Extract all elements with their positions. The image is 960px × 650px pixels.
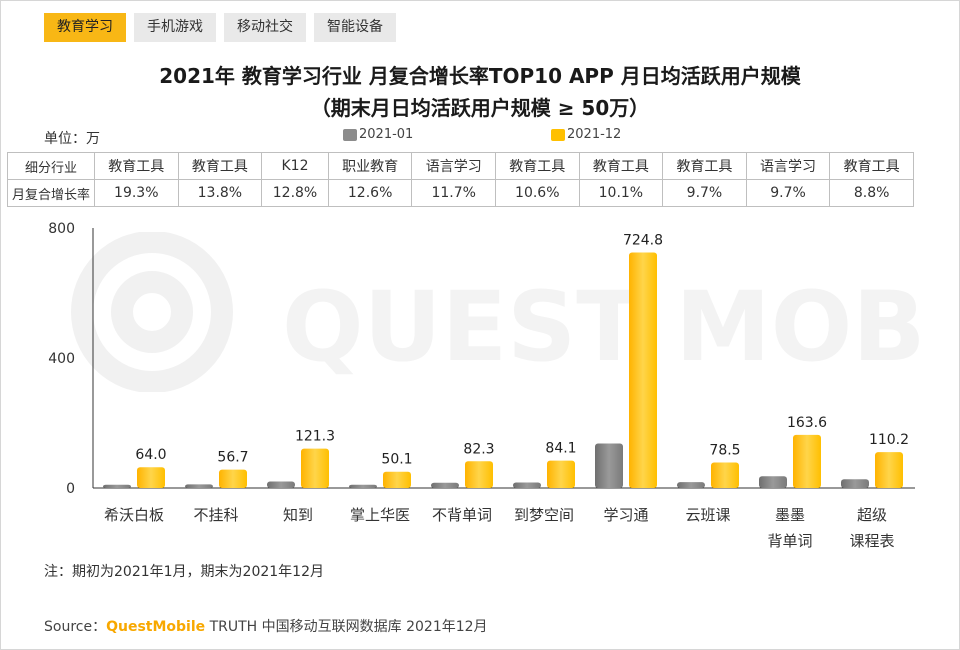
bar-2021-12 (137, 467, 165, 488)
table-cell: 教育工具 (94, 152, 179, 180)
bar-2021-01 (677, 482, 705, 488)
table-cell: K12 (261, 152, 329, 180)
legend-label: 2021-01 (359, 127, 414, 142)
bar-chart: 0 400 800 64.0 希沃白板 56.7 不挂科 121.3 知到 50.1 掌上华医 82.… (48, 221, 915, 550)
table-cell: 9.7% (662, 179, 747, 207)
bar-2021-01 (349, 484, 377, 488)
growth-table: 细分行业 教育工具 教育工具 K12 职业教育 语言学习 教育工具 教育工具 教… (7, 152, 914, 207)
chart-title: 2021年 教育学习行业 月复合增长率TOP10 APP 月日均活跃用户规模 (159, 64, 801, 88)
bar-2021-01 (513, 482, 541, 488)
data-label: 64.0 (135, 447, 166, 463)
data-label: 163.6 (787, 415, 827, 431)
footnote: 注：期初为2021年1月，期末为2021年12月 (44, 564, 324, 580)
bar-2021-12 (219, 469, 247, 488)
table-cell: 12.6% (327, 179, 413, 207)
table-cell: 12.8% (261, 179, 329, 207)
bar-2021-01 (267, 481, 295, 488)
table-cell: 13.8% (177, 179, 263, 207)
bar-2021-01 (431, 482, 459, 488)
x-tick-label: 学习通 (603, 506, 648, 524)
row-header-growth: 月复合增长率 (7, 179, 95, 207)
bar-2021-12 (711, 462, 739, 488)
bar-2021-12 (465, 461, 493, 488)
bar-2021-12 (793, 434, 821, 488)
legend-label: 2021-12 (567, 127, 622, 142)
legend-item-2021-01: 2021-01 (343, 127, 413, 142)
bar-2021-01 (185, 484, 213, 488)
x-tick-label: 墨墨 (775, 506, 805, 524)
table-cell: 9.7% (745, 179, 831, 207)
table-cell: 教育工具 (662, 152, 747, 180)
unit-label: 单位：万 (44, 131, 100, 147)
data-label: 724.8 (623, 232, 663, 248)
x-tick-label: 云班课 (685, 506, 730, 524)
x-tick-label: 希沃白板 (104, 506, 164, 524)
bar-2021-01 (103, 484, 131, 488)
tab-mobile-social[interactable]: 移动社交 (224, 13, 306, 42)
bar-2021-01 (841, 479, 869, 488)
bar-2021-12 (301, 448, 329, 488)
x-tick-label: 知到 (283, 506, 313, 524)
table-cell: 教育工具 (177, 152, 263, 180)
table-cell: 教育工具 (829, 152, 914, 180)
legend-swatch-yellow (551, 128, 565, 141)
y-tick-label: 0 (66, 481, 75, 497)
source-line: Source：QuestMobile TRUTH 中国移动互联网数据库 2021… (44, 616, 488, 636)
tab-education[interactable]: 教育学习 (44, 13, 126, 42)
table-cell: 语言学习 (411, 152, 496, 180)
source-brand: QuestMobile (106, 619, 206, 635)
data-label: 50.1 (381, 452, 412, 468)
bar-2021-12 (383, 471, 411, 488)
source-text: TRUTH 中国移动互联网数据库 2021年12月 (205, 619, 488, 635)
table-cell: 11.7% (411, 179, 496, 207)
row-header-industry: 细分行业 (7, 152, 95, 180)
category-tabs: 教育学习 手机游戏 移动社交 智能设备 (44, 13, 396, 42)
bar-2021-12 (547, 460, 575, 488)
table-row-industry: 细分行业 教育工具 教育工具 K12 职业教育 语言学习 教育工具 教育工具 教… (7, 152, 914, 180)
table-cell: 职业教育 (327, 152, 413, 180)
tab-smart-devices[interactable]: 智能设备 (314, 13, 396, 42)
table-cell: 10.6% (495, 179, 580, 207)
bar-2021-01 (759, 476, 787, 488)
data-label: 78.5 (709, 442, 740, 458)
y-tick-label: 400 (48, 351, 75, 367)
bar-2021-12 (875, 452, 903, 488)
x-tick-label: 到梦空间 (514, 506, 574, 524)
y-tick-label: 800 (48, 221, 75, 237)
table-cell: 教育工具 (495, 152, 580, 180)
source-prefix: Source： (44, 619, 107, 635)
data-label: 110.2 (869, 432, 909, 448)
legend-swatch-gray (343, 128, 357, 141)
tab-mobile-games[interactable]: 手机游戏 (134, 13, 216, 42)
x-tick-label: 课程表 (849, 532, 894, 550)
bar-2021-12 (629, 252, 657, 488)
x-tick-label: 掌上华医 (350, 506, 410, 524)
data-label: 56.7 (217, 450, 248, 466)
table-row-growth: 月复合增长率 19.3% 13.8% 12.8% 12.6% 11.7% 10.… (7, 179, 914, 207)
table-cell: 语言学习 (745, 152, 831, 180)
table-cell: 19.3% (94, 179, 179, 207)
chart-subtitle: （期末月日均活跃用户规模 ≥ 50万） (310, 96, 650, 120)
table-cell: 教育工具 (578, 152, 664, 180)
x-tick-label: 背单词 (767, 532, 812, 550)
x-tick-label: 超级 (857, 506, 887, 524)
data-label: 121.3 (295, 429, 335, 445)
table-cell: 10.1% (578, 179, 664, 207)
x-tick-label: 不挂科 (193, 506, 238, 524)
x-tick-label: 不背单词 (432, 506, 492, 524)
table-cell: 8.8% (829, 179, 914, 207)
legend-item-2021-12: 2021-12 (551, 127, 621, 142)
data-label: 82.3 (463, 441, 494, 457)
bar-2021-01 (595, 443, 623, 488)
data-label: 84.1 (545, 441, 576, 457)
